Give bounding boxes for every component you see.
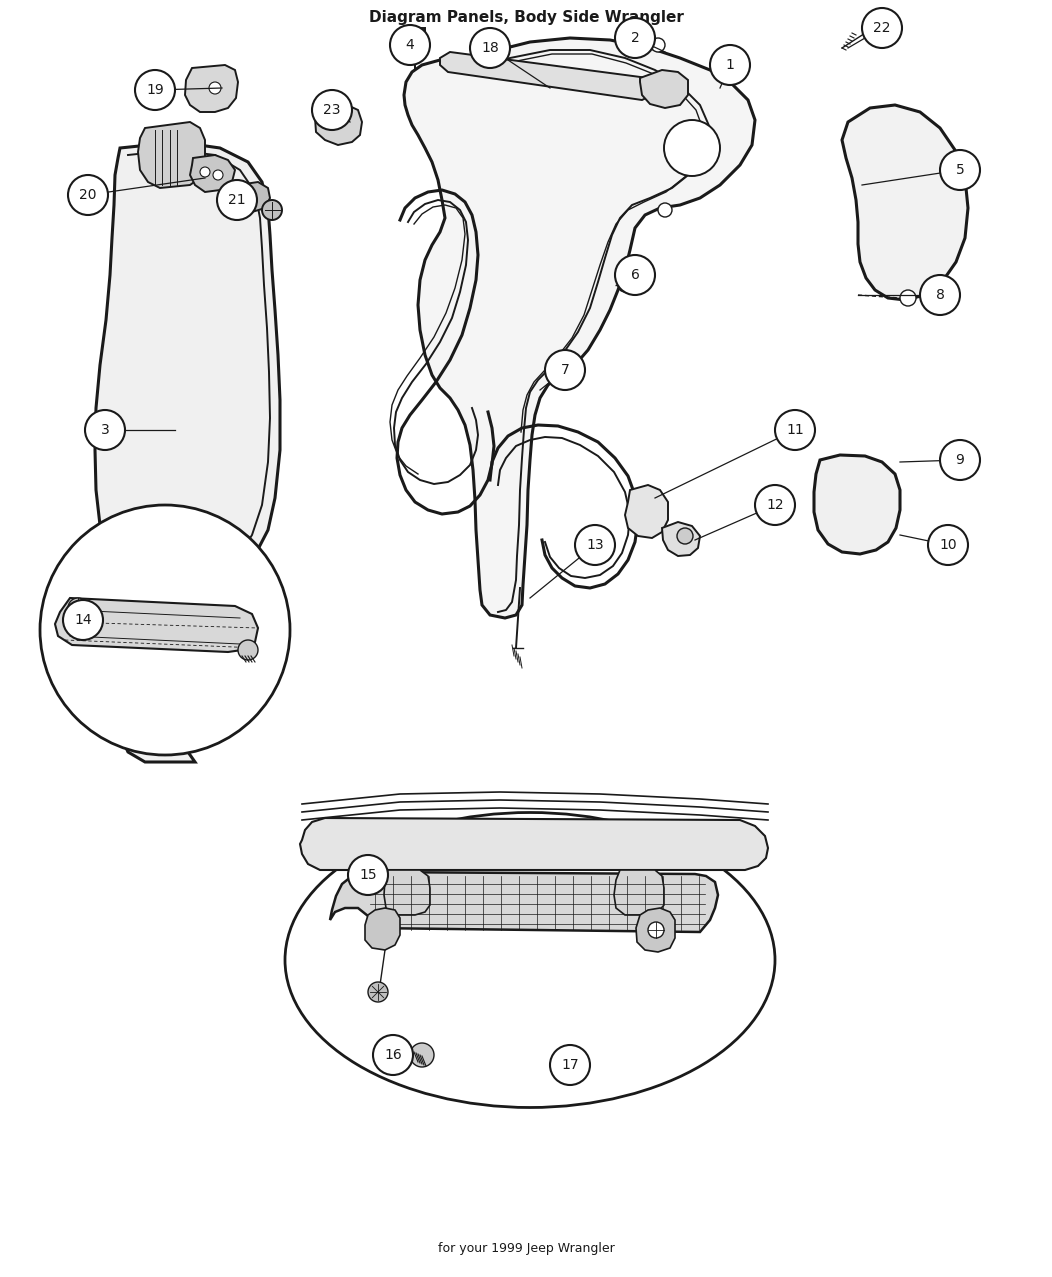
- Polygon shape: [640, 70, 688, 109]
- Circle shape: [755, 485, 795, 525]
- Circle shape: [545, 350, 585, 389]
- Polygon shape: [404, 38, 755, 618]
- Polygon shape: [814, 455, 901, 554]
- Text: 21: 21: [228, 193, 246, 207]
- Circle shape: [470, 28, 510, 68]
- Circle shape: [677, 527, 693, 544]
- Circle shape: [940, 149, 980, 190]
- Circle shape: [238, 640, 258, 660]
- Ellipse shape: [285, 812, 775, 1107]
- Circle shape: [390, 26, 430, 65]
- Circle shape: [901, 290, 916, 306]
- Circle shape: [940, 441, 980, 480]
- Circle shape: [615, 255, 655, 295]
- Circle shape: [615, 18, 655, 57]
- Circle shape: [159, 729, 171, 741]
- Polygon shape: [232, 183, 270, 212]
- Polygon shape: [625, 485, 668, 538]
- Polygon shape: [636, 908, 675, 951]
- Circle shape: [213, 170, 223, 180]
- Text: 23: 23: [323, 103, 341, 117]
- Circle shape: [40, 504, 290, 755]
- Circle shape: [217, 180, 257, 220]
- Circle shape: [348, 856, 388, 895]
- Text: 3: 3: [101, 423, 109, 437]
- Polygon shape: [405, 28, 425, 49]
- Circle shape: [135, 70, 175, 110]
- Text: for your 1999 Jeep Wrangler: for your 1999 Jeep Wrangler: [438, 1243, 614, 1255]
- Text: 7: 7: [561, 363, 569, 377]
- Text: 6: 6: [630, 268, 640, 282]
- Polygon shape: [330, 872, 719, 932]
- Text: Diagram Panels, Body Side Wrangler: Diagram Panels, Body Side Wrangler: [368, 10, 684, 26]
- Polygon shape: [190, 155, 235, 192]
- Circle shape: [373, 1034, 413, 1075]
- Polygon shape: [614, 870, 664, 916]
- Circle shape: [575, 525, 615, 564]
- Text: 4: 4: [406, 38, 414, 52]
- Text: 10: 10: [939, 538, 957, 552]
- Polygon shape: [315, 103, 362, 146]
- Text: 2: 2: [630, 31, 640, 45]
- Polygon shape: [842, 105, 968, 300]
- Text: 9: 9: [955, 453, 965, 467]
- Circle shape: [200, 167, 210, 178]
- Polygon shape: [300, 819, 768, 870]
- Circle shape: [775, 410, 815, 450]
- Polygon shape: [95, 142, 280, 762]
- Circle shape: [710, 45, 750, 86]
- Circle shape: [410, 1043, 434, 1068]
- Circle shape: [209, 82, 221, 94]
- Text: 15: 15: [359, 868, 377, 882]
- Text: 5: 5: [955, 163, 965, 178]
- Circle shape: [651, 38, 665, 52]
- Text: 19: 19: [146, 83, 164, 97]
- Circle shape: [648, 922, 664, 939]
- Circle shape: [312, 89, 352, 130]
- Circle shape: [664, 120, 720, 176]
- Circle shape: [68, 175, 108, 215]
- Circle shape: [85, 410, 125, 450]
- Text: 22: 22: [873, 20, 891, 34]
- Text: 8: 8: [935, 289, 945, 301]
- Polygon shape: [138, 123, 205, 188]
- Circle shape: [550, 1045, 590, 1085]
- Text: 13: 13: [586, 538, 604, 552]
- Text: 11: 11: [786, 423, 804, 437]
- Circle shape: [262, 200, 282, 220]
- Polygon shape: [55, 598, 258, 653]
- Text: 1: 1: [726, 57, 734, 72]
- Text: 16: 16: [384, 1048, 402, 1062]
- Circle shape: [68, 598, 88, 618]
- Text: 12: 12: [766, 498, 784, 512]
- Circle shape: [658, 203, 672, 217]
- Circle shape: [862, 8, 902, 49]
- Polygon shape: [365, 908, 400, 950]
- Polygon shape: [185, 65, 238, 112]
- Circle shape: [618, 278, 632, 292]
- Circle shape: [63, 600, 103, 640]
- Polygon shape: [440, 52, 655, 100]
- Text: 18: 18: [481, 41, 499, 55]
- Text: 17: 17: [561, 1059, 579, 1071]
- Circle shape: [928, 525, 968, 564]
- Polygon shape: [384, 870, 430, 916]
- Text: 20: 20: [79, 188, 97, 202]
- Text: 14: 14: [75, 613, 92, 627]
- Polygon shape: [662, 522, 700, 555]
- Circle shape: [920, 275, 960, 315]
- Circle shape: [368, 982, 388, 1002]
